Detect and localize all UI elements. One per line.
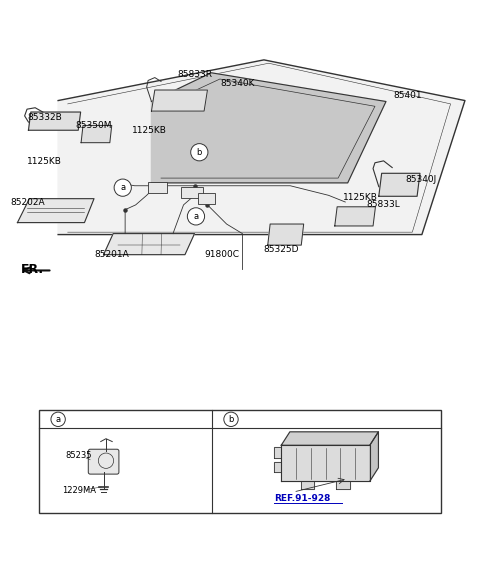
Text: 85833L: 85833L — [367, 200, 401, 210]
Circle shape — [187, 208, 204, 225]
Polygon shape — [370, 432, 378, 481]
Polygon shape — [335, 207, 375, 226]
Polygon shape — [281, 445, 370, 481]
Polygon shape — [268, 224, 304, 245]
Polygon shape — [301, 481, 314, 489]
Text: 85350M: 85350M — [75, 121, 111, 130]
Text: 85325D: 85325D — [263, 245, 299, 255]
Text: 85833R: 85833R — [178, 69, 213, 79]
Polygon shape — [281, 432, 378, 445]
Polygon shape — [152, 90, 207, 111]
FancyBboxPatch shape — [88, 449, 119, 474]
Text: b: b — [228, 415, 234, 424]
Text: a: a — [56, 415, 60, 424]
Text: 1125KB: 1125KB — [343, 193, 378, 201]
Polygon shape — [28, 112, 81, 130]
Circle shape — [191, 144, 208, 161]
Polygon shape — [274, 461, 281, 472]
Bar — [180, 187, 203, 198]
Text: 85235: 85235 — [65, 451, 92, 460]
Text: REF.91-928: REF.91-928 — [274, 494, 330, 503]
Text: a: a — [193, 212, 199, 221]
Polygon shape — [274, 447, 281, 458]
Text: 1125KB: 1125KB — [132, 126, 167, 135]
Text: 85401: 85401 — [393, 91, 422, 100]
Bar — [39, 410, 441, 513]
Text: 85201A: 85201A — [94, 250, 129, 259]
Circle shape — [114, 179, 132, 196]
Text: a: a — [120, 183, 125, 192]
Circle shape — [224, 412, 238, 426]
Polygon shape — [81, 126, 112, 142]
Text: b: b — [197, 148, 202, 157]
Circle shape — [51, 412, 65, 426]
Polygon shape — [336, 481, 349, 489]
Polygon shape — [58, 60, 465, 235]
Text: 85340J: 85340J — [405, 175, 436, 184]
Text: FR.: FR. — [21, 263, 44, 276]
Text: 1125KB: 1125KB — [27, 157, 62, 166]
Text: 1229MA: 1229MA — [62, 486, 96, 495]
Polygon shape — [152, 73, 386, 183]
Polygon shape — [379, 173, 420, 196]
Polygon shape — [17, 199, 94, 223]
Text: 85332B: 85332B — [27, 113, 62, 122]
Text: 85202A: 85202A — [10, 197, 45, 207]
Bar — [148, 182, 167, 193]
Text: 91800C: 91800C — [204, 250, 239, 259]
Bar — [198, 193, 215, 204]
Polygon shape — [104, 234, 194, 255]
Text: 85340K: 85340K — [221, 79, 255, 88]
